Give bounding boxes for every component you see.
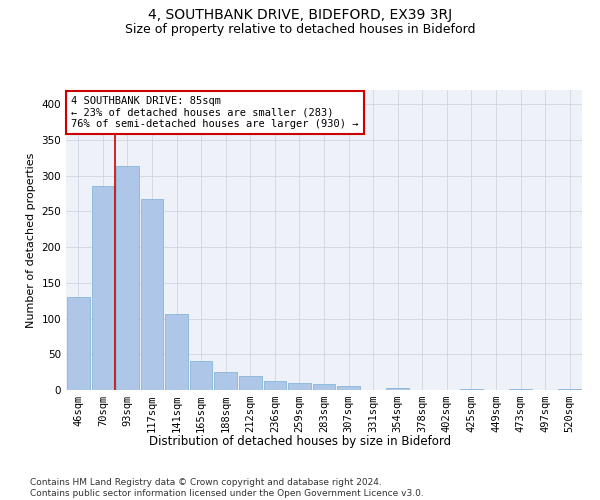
Bar (165, 314, 188, 390)
Text: 4, SOUTHBANK DRIVE, BIDEFORD, EX39 3RJ: 4, SOUTHBANK DRIVE, BIDEFORD, EX39 3RJ (148, 8, 452, 22)
Bar (67, 297, 89, 390)
Bar (263, 380, 286, 390)
Bar (239, 376, 262, 390)
Bar (190, 362, 212, 390)
Bar (313, 384, 335, 390)
Bar (116, 166, 139, 390)
Text: Size of property relative to detached houses in Bideford: Size of property relative to detached ho… (125, 22, 475, 36)
Bar (386, 388, 409, 390)
Bar (559, 388, 581, 390)
Bar (214, 372, 237, 390)
Bar (140, 200, 163, 390)
Bar (509, 388, 532, 390)
Text: Contains HM Land Registry data © Crown copyright and database right 2024.
Contai: Contains HM Land Registry data © Crown c… (30, 478, 424, 498)
Bar (460, 388, 483, 390)
Bar (288, 383, 311, 390)
Text: Distribution of detached houses by size in Bideford: Distribution of detached houses by size … (149, 435, 451, 448)
Bar (337, 386, 360, 390)
Bar (92, 186, 114, 390)
Y-axis label: Number of detached properties: Number of detached properties (26, 152, 36, 328)
Text: 4 SOUTHBANK DRIVE: 85sqm
← 23% of detached houses are smaller (283)
76% of semi-: 4 SOUTHBANK DRIVE: 85sqm ← 23% of detach… (71, 96, 359, 129)
